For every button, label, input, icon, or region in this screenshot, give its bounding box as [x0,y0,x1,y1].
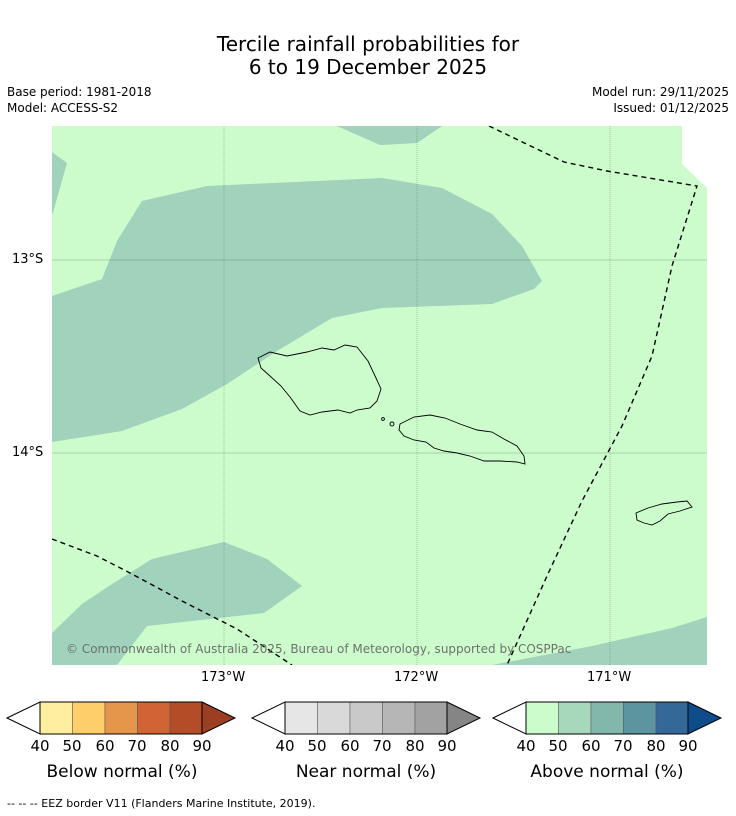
model-run: Model run: 29/11/2025 [591,85,729,99]
colorbar-near-tick: 60 [340,737,360,755]
lat-label-13s: 13°S [12,252,44,267]
colorbar-below-tick: 50 [62,737,82,755]
colorbar-below-outline [39,701,203,735]
colorbar-above-under [492,701,527,735]
savaii-island [257,344,382,416]
colorbar-below-tick: 90 [192,737,212,755]
eez-legend-note: -- -- -- EEZ border V11 (Flanders Marine… [7,797,316,810]
eez-border-east [488,126,698,665]
map-blank-corner [682,126,707,188]
colorbar-above-tick: 50 [548,737,568,755]
model-name: Model: ACCESS-S2 [7,101,119,115]
colorbar-above-tick: 60 [581,737,601,755]
colorbar-above-over [687,701,723,735]
colorbar-near-tick: 70 [372,737,392,755]
colorbar-below-swatch-4 [137,701,171,735]
colorbar-below-tick: 40 [30,737,50,755]
colorbar-above-tick: 90 [678,737,698,755]
probability-region-southwest [52,542,302,665]
colorbar-below-over [201,701,237,735]
colorbar-above-title: Above normal (%) [530,762,684,782]
rainfall-map: © Commonwealth of Australia 2025, Bureau… [52,126,707,665]
apolima-islet [389,421,395,427]
probability-region-southeast [492,617,707,665]
base-period: Base period: 1981-2018 [7,85,152,99]
colorbar-below-tick: 80 [160,737,180,755]
lon-label-171w: 171°W [587,670,632,685]
colorbar-near-swatch-2 [317,701,351,735]
colorbar-above-swatch-1 [525,701,559,735]
colorbar-below-title: Below normal (%) [46,762,198,782]
map-title-line2: 6 to 19 December 2025 [248,55,488,79]
colorbar-above-tick: 70 [613,737,633,755]
upolu-island [398,414,526,465]
colorbar-near-title: Near normal (%) [295,762,437,782]
colorbar-above-outline [525,701,689,735]
colorbar-near-tick: 50 [307,737,327,755]
colorbar-above-tick: 80 [646,737,666,755]
colorbar-near-swatch-1 [284,701,318,735]
map-title-line1: Tercile rainfall probabilities for [216,32,520,56]
colorbar-near-swatch-3 [349,701,383,735]
colorbar-above-swatch-5 [655,701,689,735]
lon-label-172w: 172°W [394,670,439,685]
colorbar-below [6,701,237,735]
probability-region-west-edge [52,152,67,216]
colorbar-below-swatch-1 [39,701,73,735]
probability-region-top [337,126,442,145]
colorbar-below-under [6,701,41,735]
issued-date: Issued: 01/12/2025 [613,101,729,115]
colorbar-above [492,701,723,735]
map-gridlines [52,126,707,665]
manono-islet [381,417,385,421]
colorbar-near-tick: 90 [437,737,457,755]
colorbar-above-swatch-3 [590,701,624,735]
colorbar-above-swatch-4 [623,701,657,735]
colorbar-near-swatch-4 [382,701,416,735]
probability-region-north [52,178,542,442]
eez-border-southwest [52,538,293,665]
colorbar-near-outline [284,701,448,735]
colorbar-near-swatch-5 [414,701,448,735]
colorbar-below-tick: 70 [127,737,147,755]
tutuila-island [635,500,693,526]
colorbar-below-swatch-3 [104,701,138,735]
colorbar-near-under [251,701,286,735]
colorbar-above-tick: 40 [516,737,536,755]
lon-label-173w: 173°W [201,670,246,685]
lat-label-14s: 14°S [12,445,44,460]
copyright-text: © Commonwealth of Australia 2025, Bureau… [66,642,571,656]
colorbar-above-swatch-2 [558,701,592,735]
islands [257,344,693,526]
colorbar-below-swatch-5 [169,701,203,735]
colorbar-below-swatch-2 [72,701,106,735]
colorbar-near-tick: 40 [275,737,295,755]
eez-borders [52,126,698,665]
colorbar-near-over [446,701,482,735]
colorbar-near-tick: 80 [405,737,425,755]
colorbar-below-tick: 60 [95,737,115,755]
colorbar-near [251,701,482,735]
